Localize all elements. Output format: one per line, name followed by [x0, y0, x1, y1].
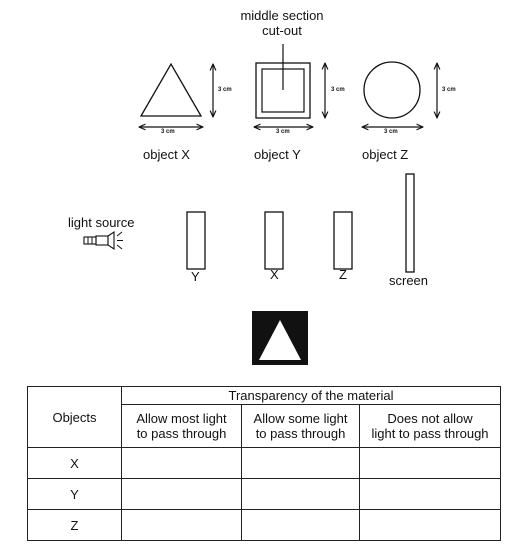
- object-z-width-label: 3 cm: [384, 129, 398, 135]
- row-label-x: X: [27, 447, 122, 479]
- transparency-group-header: Transparency of the material: [121, 386, 501, 405]
- row-label-z: Z: [27, 509, 122, 541]
- object-z-label: object Z: [362, 147, 409, 162]
- slot-1-block: [186, 211, 206, 270]
- transparency-table: Objects Transparency of the material All…: [27, 386, 501, 541]
- slot-2-label: X: [270, 267, 279, 282]
- slot-3-block: [333, 211, 353, 270]
- column-header-most-light: Allow most light to pass through: [121, 404, 242, 448]
- table-cell[interactable]: [121, 509, 242, 541]
- slot-3-label: Z: [339, 267, 347, 282]
- table-cell[interactable]: [121, 478, 242, 510]
- screen-label: screen: [389, 273, 429, 288]
- object-x-triangle: [139, 62, 203, 117]
- object-y-height-label: 3 cm: [331, 87, 345, 93]
- slot-1-label: Y: [191, 269, 200, 284]
- object-z-height-label: 3 cm: [442, 87, 456, 93]
- table-cell[interactable]: [241, 447, 360, 479]
- light-source-label: light source: [68, 215, 135, 230]
- table-cell[interactable]: [121, 447, 242, 479]
- table-cell[interactable]: [241, 509, 360, 541]
- table-cell[interactable]: [359, 478, 501, 510]
- flashlight-icon: [83, 230, 123, 251]
- screen-block: [405, 173, 415, 273]
- table-cell[interactable]: [241, 478, 360, 510]
- column-header-no-light: Does not allow light to pass through: [359, 404, 501, 448]
- objects-header: Objects: [27, 386, 122, 448]
- row-label-y: Y: [27, 478, 122, 510]
- object-y-label: object Y: [254, 147, 301, 162]
- slot-2-block: [264, 211, 284, 270]
- object-y-width-label: 3 cm: [276, 129, 290, 135]
- object-z-circle: [363, 61, 421, 119]
- table-cell[interactable]: [359, 447, 501, 479]
- table-cell[interactable]: [359, 509, 501, 541]
- object-x-width-label: 3 cm: [161, 129, 175, 135]
- object-x-height-label: 3 cm: [218, 87, 232, 93]
- column-header-some-light: Allow some light to pass through: [241, 404, 360, 448]
- object-x-label: object X: [143, 147, 190, 162]
- cutout-label: middle section cut-out: [240, 8, 324, 38]
